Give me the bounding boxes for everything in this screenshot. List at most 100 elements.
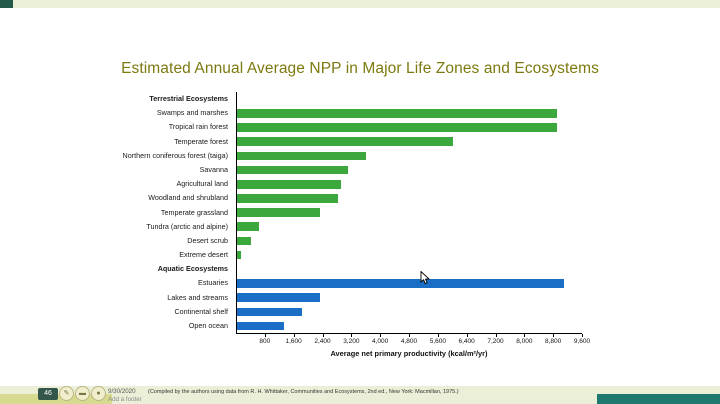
chart-bar (237, 307, 302, 317)
pen-icon: ✎ (63, 390, 70, 397)
x-axis-tick-label: 800 (259, 338, 271, 346)
annotation-pen-icon[interactable]: ✎ (59, 386, 74, 401)
chart-category-label: Estuaries (198, 278, 228, 288)
x-axis-tick (409, 334, 410, 338)
chart-row: Savanna (10, 162, 582, 178)
x-axis-tick (322, 334, 324, 338)
footer-date: 9/30/2020 (108, 388, 136, 395)
chart-bar (237, 165, 349, 175)
chart-track (236, 290, 582, 305)
chart-row: Swamps and marshes (10, 106, 582, 121)
highlighter-icon: ▬ (79, 390, 86, 397)
chart-category-label: Swamps and marshes (156, 108, 228, 118)
chart-row: Open ocean (10, 319, 582, 334)
x-axis-tick (380, 334, 382, 338)
chart-row: Extreme desert (10, 248, 582, 263)
x-axis-tick (582, 334, 583, 338)
chart-track (236, 262, 582, 277)
x-axis-tick (466, 334, 468, 338)
chart-category-label: Extreme desert (179, 250, 228, 260)
laser-pointer-icon: ● (96, 390, 101, 397)
chart-category-label: Agricultural land (176, 179, 228, 189)
chart-bar (237, 108, 557, 118)
x-axis-tick-label: 7,200 (487, 338, 504, 346)
chart-group-label: Aquatic Ecosystems (157, 264, 228, 274)
chart-group-label: Terrestrial Ecosystems (149, 94, 228, 103)
bottom-strip-teal (597, 394, 720, 404)
chart-category-label: Tundra (arctic and alpine) (146, 221, 228, 231)
npp-bar-chart: Terrestrial Ecosystems Swamps and marshes… (10, 92, 590, 359)
x-axis-tick (524, 334, 526, 338)
presentation-slide: Estimated Annual Average NPP in Major Li… (0, 8, 720, 386)
chart-track (236, 304, 582, 319)
x-axis: 800 1,600 2,400 3,200 4,000 4,800 5,600 6,400 7,… (236, 333, 590, 347)
x-axis-title: Average net primary productivity (kcal/m… (330, 349, 488, 359)
chart-bar (237, 151, 367, 161)
chart-group-header-row: Aquatic Ecosystems (10, 262, 582, 277)
chart-bar (237, 222, 259, 232)
chart-track (236, 177, 582, 192)
chart-bar (237, 208, 320, 217)
chart-category-label: Open ocean (188, 321, 228, 330)
x-axis-tick (264, 334, 266, 338)
x-axis-tick (495, 334, 497, 338)
chart-bar (237, 321, 284, 331)
chart-track (236, 134, 582, 149)
slide-number-badge: 46 (38, 388, 58, 400)
chart-category-label: Continental shelf (174, 306, 228, 316)
chart-rows: Terrestrial Ecosystems Swamps and marshes… (10, 92, 582, 334)
chart-category-label: Northern coniferous forest (taiga) (122, 150, 228, 160)
chart-bar (237, 293, 320, 303)
x-axis-tick (437, 334, 439, 338)
chart-track (236, 319, 582, 334)
chart-track (236, 120, 582, 135)
x-axis-tick-label: 6,400 (458, 338, 475, 346)
x-axis-tick-label: 5,600 (429, 338, 446, 346)
chart-bar (237, 279, 565, 288)
x-axis-tick-label: 8,800 (545, 338, 562, 346)
chart-track (236, 92, 582, 107)
chart-row: Lakes and streams (10, 290, 582, 305)
x-axis-tick-label: 4,800 (400, 338, 418, 346)
chart-row: Temperate grassland (10, 205, 582, 220)
chart-row: Northern coniferous forest (taiga) (10, 148, 582, 163)
chart-track (236, 148, 582, 163)
top-corner-accent (0, 0, 13, 8)
chart-category-label: Desert scrub (187, 235, 228, 245)
x-axis-tick-label: 8,000 (516, 338, 533, 346)
x-axis-tick-label: 9,600 (573, 338, 591, 346)
chart-row: Desert scrub (10, 233, 582, 249)
x-axis-tick (351, 334, 353, 338)
chart-bar (237, 137, 453, 146)
source-caption: (Compiled by the authors using data from… (148, 389, 459, 395)
chart-row: Tundra (arctic and alpine) (10, 219, 582, 234)
chart-category-label: Temperate forest (174, 136, 228, 146)
chart-bar (237, 236, 252, 246)
chart-track (236, 233, 582, 249)
chart-track (236, 219, 582, 234)
chart-row: Tropical rain forest (10, 120, 582, 135)
chart-bar (237, 123, 557, 132)
x-axis-tick (553, 334, 555, 338)
mouse-cursor (420, 271, 431, 285)
chart-category-label: Savanna (199, 164, 228, 174)
x-axis-tick-label: 1,600 (285, 338, 302, 346)
chart-bar (237, 194, 338, 203)
x-axis-tick (293, 334, 295, 338)
chart-track (236, 248, 582, 263)
chart-row: Agricultural land (10, 177, 582, 192)
slide-title: Estimated Annual Average NPP in Major Li… (121, 60, 599, 77)
chart-category-label: Tropical rain forest (168, 122, 228, 132)
chart-row: Continental shelf (10, 304, 582, 319)
chart-bar (237, 250, 241, 260)
x-axis-tick-label: 3,200 (343, 338, 360, 346)
annotation-highlighter-icon[interactable]: ▬ (75, 386, 90, 401)
chart-row: Estuaries (10, 276, 582, 291)
chart-row: Temperate forest (10, 134, 582, 149)
chart-bar (237, 179, 342, 189)
chart-track (236, 276, 582, 291)
chart-track (236, 106, 582, 121)
annotation-laser-icon[interactable]: ● (91, 386, 106, 401)
footer-placeholder[interactable]: Add a footer (108, 396, 142, 403)
chart-track (236, 205, 582, 220)
